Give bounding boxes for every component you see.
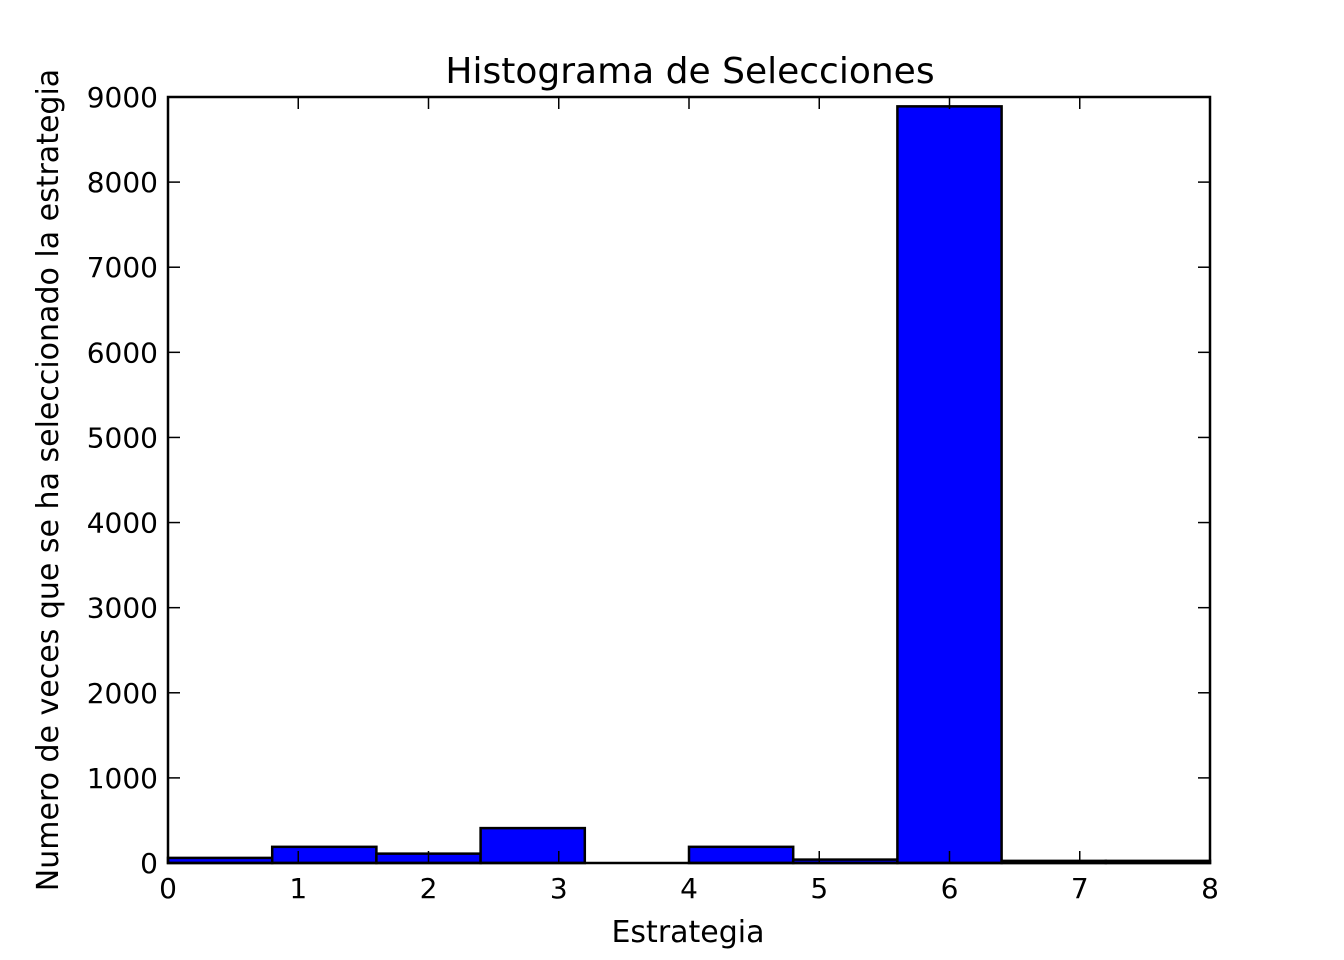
y-tick-label-3: 3000 xyxy=(87,592,158,625)
histogram-bar-5 xyxy=(687,845,795,865)
y-tick-label-8: 8000 xyxy=(87,166,158,199)
x-tick-label-8: 8 xyxy=(1201,872,1219,905)
x-axis-label: Estrategia xyxy=(611,915,764,950)
bars-group xyxy=(166,105,1212,865)
histogram-bar-1 xyxy=(270,845,378,865)
y-axis-label: Numero de veces que se ha seleccionado l… xyxy=(31,69,66,891)
x-tick-label-2: 2 xyxy=(420,872,438,905)
x-tick-label-4: 4 xyxy=(680,872,698,905)
y-tick-label-9: 9000 xyxy=(87,81,158,114)
y-tick-label-5: 5000 xyxy=(87,421,158,454)
y-tick-label-6: 6000 xyxy=(87,336,158,369)
chart-title: Histograma de Selecciones xyxy=(445,51,934,92)
x-tick-label-0: 0 xyxy=(159,872,177,905)
x-tick-label-1: 1 xyxy=(289,872,307,905)
y-tick-label-4: 4000 xyxy=(87,507,158,540)
y-tick-label-0: 0 xyxy=(140,847,158,880)
plot-frame xyxy=(166,95,1212,865)
x-tick-label-6: 6 xyxy=(941,872,959,905)
y-tick-label-1: 1000 xyxy=(87,762,158,795)
x-tick-label-5: 5 xyxy=(810,872,828,905)
y-tick-label-7: 7000 xyxy=(87,251,158,284)
ticks-group xyxy=(167,96,1211,864)
y-tick-label-2: 2000 xyxy=(87,677,158,710)
x-tick-label-3: 3 xyxy=(550,872,568,905)
x-tick-label-7: 7 xyxy=(1071,872,1089,905)
x-tick-labels: 0 1 2 3 4 5 6 7 8 xyxy=(159,872,1219,905)
y-tick-labels: 0 1000 2000 3000 4000 5000 6000 7000 8000 9000 xyxy=(87,81,158,880)
histogram-bar-7 xyxy=(896,105,1003,865)
histogram-bar-3 xyxy=(479,826,587,865)
